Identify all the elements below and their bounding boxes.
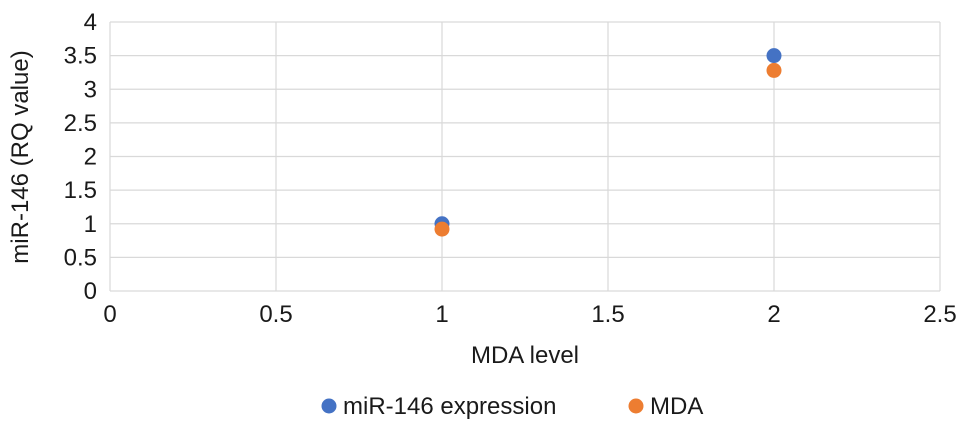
grid-lines — [109, 21, 941, 292]
data-points — [434, 48, 782, 237]
y-axis-tick-labels: 0 0.5 1 1.5 2 2.5 3 3.5 4 — [64, 9, 97, 305]
y-tick-label: 4 — [84, 9, 97, 36]
legend-label: miR-146 expression — [343, 393, 556, 420]
y-tick-label: 0 — [84, 278, 97, 305]
x-tick-label: 1.5 — [591, 301, 624, 328]
y-tick-label: 2 — [84, 144, 97, 171]
y-axis-title: miR-146 (RQ value) — [7, 50, 34, 263]
legend: miR-146 expression MDA — [321, 393, 703, 420]
y-tick-label: 3.5 — [64, 43, 97, 70]
legend-marker — [628, 398, 644, 414]
x-tick-label: 2 — [767, 301, 780, 328]
x-tick-label: 2.5 — [923, 301, 956, 328]
x-tick-label: 0.5 — [259, 301, 292, 328]
y-tick-label: 2.5 — [64, 110, 97, 137]
y-tick-label: 1 — [84, 211, 97, 238]
x-axis-title: MDA level — [471, 342, 579, 369]
data-point-mda — [766, 62, 782, 78]
y-tick-label: 1.5 — [64, 177, 97, 204]
legend-marker — [321, 398, 337, 414]
legend-label: MDA — [650, 393, 703, 420]
x-tick-label: 1 — [435, 301, 448, 328]
x-tick-label: 0 — [103, 301, 116, 328]
data-point-mda — [434, 221, 450, 237]
x-axis-tick-labels: 0 0.5 1 1.5 2 2.5 — [103, 301, 956, 328]
y-tick-label: 0.5 — [64, 244, 97, 271]
y-tick-label: 3 — [84, 76, 97, 103]
data-point-mir-146-expression — [766, 48, 782, 64]
